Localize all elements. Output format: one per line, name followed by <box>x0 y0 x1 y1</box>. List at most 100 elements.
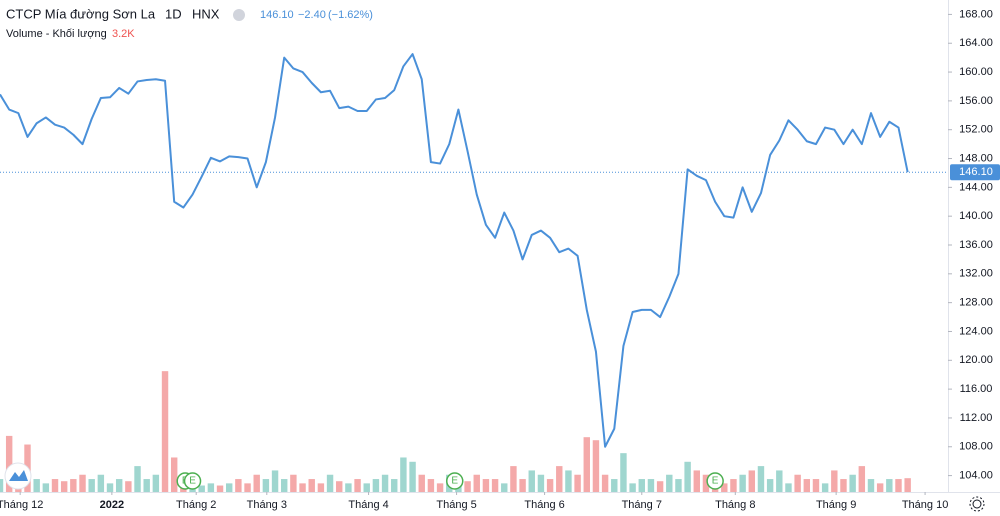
x-tick-label: Tháng 9 <box>816 499 856 511</box>
y-tick-label: 136.00 <box>959 239 993 251</box>
volume-bar <box>675 479 682 492</box>
x-tick-label: Tháng 8 <box>715 499 755 511</box>
volume-bar <box>739 474 746 492</box>
volume-bar <box>152 474 160 492</box>
settings-icon[interactable] <box>969 496 985 512</box>
volume-bar <box>60 481 68 492</box>
volume-bar <box>281 479 288 492</box>
volume-bar <box>491 479 499 492</box>
volume-bar <box>326 474 334 492</box>
exchange: HNX <box>192 6 220 21</box>
y-tick-label: 156.00 <box>959 95 993 107</box>
volume-bar <box>794 474 801 492</box>
volume-bar <box>170 457 178 492</box>
volume-bar <box>556 466 563 492</box>
volume-bar <box>849 474 856 492</box>
volume-bar <box>721 483 728 492</box>
volume-bar <box>79 474 86 492</box>
event-marker[interactable]: E <box>706 472 724 490</box>
volume-bar <box>528 470 535 492</box>
volume-bar <box>574 474 581 492</box>
volume-bar <box>647 479 655 492</box>
volume-bar <box>88 479 95 492</box>
y-tick-label: 132.00 <box>959 268 993 280</box>
header: CTCP Mía đường Sơn La 1D HNX 146.10 −2.4… <box>6 6 373 39</box>
volume-bar <box>115 479 123 492</box>
volume-bar <box>684 461 691 492</box>
event-label: E <box>189 476 196 487</box>
volume-bar <box>748 470 756 492</box>
volume-bar <box>876 483 884 492</box>
volume-bar <box>308 479 315 492</box>
volume-title: Volume - Khối lượng <box>6 28 107 40</box>
y-tick-label: 120.00 <box>959 354 993 366</box>
volume-bar <box>519 479 526 492</box>
volume-bar <box>418 474 425 492</box>
status-dot[interactable] <box>233 9 245 21</box>
logo[interactable] <box>4 462 32 490</box>
volume-bar <box>436 483 444 492</box>
volume-bar <box>235 479 242 492</box>
volume-bar <box>336 481 343 492</box>
y-tick-label: 112.00 <box>960 412 993 424</box>
volume-bar <box>766 479 774 492</box>
y-tick-label: 104.00 <box>959 469 993 481</box>
volume-bar <box>134 466 141 492</box>
y-tick-label: 148.00 <box>959 152 993 164</box>
y-tick-label: 124.00 <box>959 325 993 337</box>
chart-title: CTCP Mía đường Sơn La <box>6 6 156 21</box>
volume-bar <box>51 479 59 492</box>
volume-bar <box>867 479 875 492</box>
volume-bar <box>601 474 609 492</box>
volume-bar <box>858 466 866 492</box>
volume-bar <box>42 483 50 492</box>
event-label: E <box>451 476 458 487</box>
event-marker[interactable]: E <box>183 472 202 490</box>
interval: 1D <box>165 6 182 21</box>
y-tick-label: 116.00 <box>960 383 993 395</box>
volume-bar <box>290 474 297 492</box>
volume-bar <box>70 479 77 492</box>
volume-bar <box>821 483 829 492</box>
volume-bar <box>363 483 370 492</box>
volume-bar <box>840 479 847 492</box>
volume-bar <box>895 479 902 492</box>
volume-bar <box>345 483 352 492</box>
volume-bar <box>565 470 572 492</box>
last-price: 146.10 <box>260 9 294 21</box>
volume-bar <box>482 479 490 492</box>
event-circle <box>183 472 202 490</box>
x-tick-label: Tháng 3 <box>247 499 287 511</box>
volume-bar <box>207 483 215 492</box>
y-tick-label: 140.00 <box>959 210 993 222</box>
volume-bar <box>546 479 554 492</box>
volume-bar <box>812 479 820 492</box>
volume-bar <box>583 437 590 492</box>
volume-bar <box>97 474 105 492</box>
volume-bar <box>143 479 150 492</box>
y-tick-label: 168.00 <box>959 8 993 20</box>
x-tick-label: Tháng 12 <box>0 499 43 511</box>
volume-bar <box>785 483 792 492</box>
x-tick-label: Tháng 4 <box>348 499 388 511</box>
volume-bar <box>299 483 306 492</box>
y-tick-label: 108.00 <box>959 441 993 453</box>
volume-bar <box>666 474 673 492</box>
event-circle <box>706 472 724 490</box>
volume-bar <box>776 470 783 492</box>
volume-bar <box>317 483 325 492</box>
event-marker[interactable]: E <box>445 472 464 490</box>
volume-bar <box>702 474 710 492</box>
volume-bar <box>106 483 114 492</box>
volume-bar <box>620 453 627 492</box>
volume-bar <box>33 479 40 492</box>
y-tick-label: 144.00 <box>959 181 993 193</box>
volume-bar <box>501 483 508 492</box>
volume-bar <box>904 478 911 492</box>
volume-bar <box>464 481 471 492</box>
x-tick-label: Tháng 7 <box>622 499 662 511</box>
volume-bar <box>372 479 380 492</box>
volume-bar <box>381 474 389 492</box>
volume-bar <box>831 470 838 492</box>
